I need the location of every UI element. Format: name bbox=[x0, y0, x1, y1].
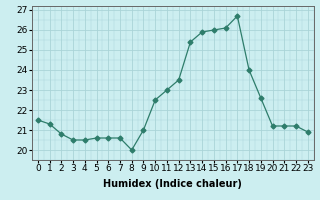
X-axis label: Humidex (Indice chaleur): Humidex (Indice chaleur) bbox=[103, 179, 242, 189]
